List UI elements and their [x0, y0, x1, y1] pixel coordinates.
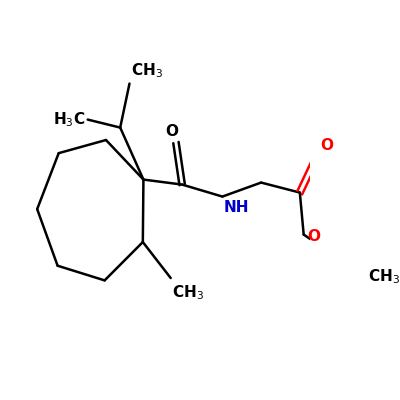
Text: CH$_3$: CH$_3$ [131, 61, 163, 80]
Text: CH$_3$: CH$_3$ [172, 283, 204, 302]
Text: H$_3$C: H$_3$C [53, 110, 85, 129]
Text: CH$_3$: CH$_3$ [368, 268, 400, 286]
Text: NH: NH [224, 200, 250, 214]
Text: O: O [320, 138, 333, 152]
Text: O: O [165, 124, 178, 138]
Text: O: O [307, 229, 320, 244]
